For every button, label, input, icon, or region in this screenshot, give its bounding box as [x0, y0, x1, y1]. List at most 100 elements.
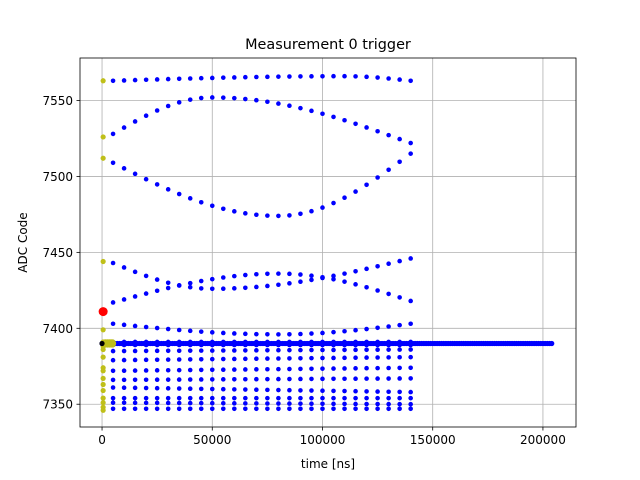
data-point: [331, 342, 336, 348]
data-point: [386, 261, 391, 267]
data-point: [132, 119, 138, 124]
data-point: [287, 347, 292, 353]
data-point: [375, 325, 380, 331]
data-point: [132, 294, 138, 299]
data-point: [243, 395, 248, 401]
data-point: [121, 78, 127, 83]
data-point: [364, 266, 369, 272]
data-point: [408, 354, 413, 360]
data-point: [220, 95, 226, 100]
data-point: [375, 395, 380, 401]
x-tick-label: 100000: [300, 433, 346, 447]
data-point: [220, 367, 226, 372]
y-tick-label: 7450: [42, 246, 73, 260]
data-point: [375, 264, 380, 269]
data-point: [408, 376, 413, 381]
data-point: [397, 365, 402, 371]
yellow-point: [100, 400, 106, 406]
data-point: [232, 342, 237, 348]
data-point: [320, 395, 325, 401]
data-point: [254, 331, 259, 337]
data-point: [243, 342, 248, 348]
data-point: [176, 191, 182, 197]
data-point: [342, 279, 347, 284]
data-point: [287, 387, 292, 393]
data-point: [386, 342, 391, 348]
data-point: [331, 355, 336, 361]
data-point: [132, 368, 138, 373]
grid: [80, 58, 576, 427]
data-point: [386, 355, 391, 360]
data-point: [342, 347, 347, 353]
data-point: [232, 331, 237, 336]
data-point: [375, 288, 380, 293]
data-point: [408, 298, 413, 304]
data-point: [176, 76, 182, 82]
data-point: [132, 377, 138, 383]
data-point: [265, 332, 270, 337]
data-point: [342, 406, 347, 412]
data-point: [209, 95, 215, 100]
data-point: [298, 342, 303, 348]
data-point: [143, 348, 149, 354]
data-point: [364, 365, 369, 371]
data-point: [276, 271, 281, 276]
data-point: [287, 406, 292, 412]
data-point: [276, 401, 281, 406]
data-point: [187, 76, 193, 81]
data-point: [143, 400, 149, 406]
data-point: [265, 213, 270, 218]
data-point: [397, 347, 402, 352]
data-point: [165, 187, 171, 192]
data-point: [320, 347, 325, 353]
data-point: [254, 348, 259, 353]
data-point: [276, 347, 281, 353]
data-point: [309, 366, 314, 372]
data-point: [386, 347, 391, 352]
data-point: [309, 395, 314, 401]
data-point: [209, 395, 215, 401]
data-point: [165, 76, 171, 82]
data-point: [143, 291, 149, 296]
data-point: [187, 367, 193, 373]
data-point: [276, 74, 281, 79]
data-point: [276, 101, 281, 106]
data-point: [187, 348, 193, 353]
data-point: [154, 348, 160, 354]
data-point: [143, 395, 149, 401]
data-point: [165, 285, 171, 291]
data-point: [408, 406, 413, 412]
data-point: [331, 376, 336, 382]
data-point: [154, 400, 160, 406]
data-point: [110, 377, 116, 383]
data-point: [408, 256, 413, 261]
data-point: [265, 395, 270, 401]
data-point: [143, 342, 149, 348]
data-point: [342, 388, 347, 394]
data-point: [232, 348, 237, 353]
data-point: [375, 376, 380, 381]
data-point: [549, 340, 555, 347]
data-point: [232, 286, 237, 291]
data-point: [353, 395, 358, 401]
data-point: [154, 395, 160, 401]
data-point: [320, 342, 325, 348]
data-point: [176, 357, 182, 362]
data-point: [309, 388, 314, 393]
data-point: [121, 357, 127, 363]
data-point: [331, 366, 336, 371]
data-point: [198, 95, 204, 101]
data-point: [154, 357, 160, 363]
data-point: [176, 377, 182, 382]
data-point: [364, 406, 369, 412]
dark-point: [99, 340, 105, 347]
data-point: [265, 356, 270, 361]
data-point: [298, 272, 303, 277]
data-point: [187, 196, 193, 201]
data-point: [309, 406, 314, 412]
data-point: [198, 329, 204, 334]
data-point: [265, 271, 270, 277]
data-point: [143, 368, 149, 373]
data-point: [243, 96, 248, 102]
data-point: [176, 395, 182, 401]
